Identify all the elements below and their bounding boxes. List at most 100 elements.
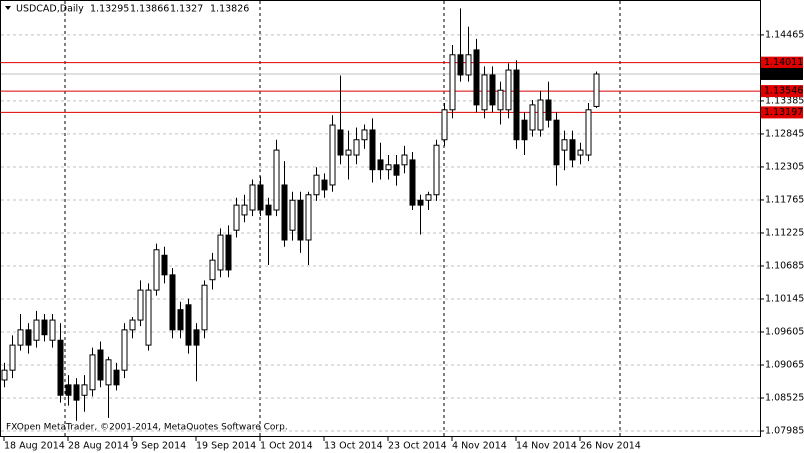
candle-body <box>329 124 336 186</box>
candle-body <box>289 199 296 231</box>
candle-body <box>337 129 344 156</box>
candle-body <box>529 104 536 131</box>
candle-body <box>113 369 120 386</box>
candle-body <box>417 199 424 206</box>
candle-body <box>121 329 128 371</box>
candle-body <box>593 73 600 107</box>
y-tick-label: 1.10685 <box>765 260 804 271</box>
candle-body <box>553 119 560 166</box>
candle-body <box>297 199 304 241</box>
candle-body <box>33 319 40 341</box>
candle-body <box>177 309 184 331</box>
candle-body <box>385 164 392 171</box>
candle-body <box>137 289 144 321</box>
candle-body <box>521 119 528 141</box>
candle-body <box>9 344 16 371</box>
menu-arrow[interactable] <box>5 6 11 10</box>
y-tick-label: 1.07985 <box>765 426 804 437</box>
candle-body <box>241 204 248 216</box>
candle-body <box>401 154 408 166</box>
candle-body <box>89 354 96 391</box>
candle-body <box>73 384 80 401</box>
candle-body <box>97 349 104 381</box>
candle-body <box>169 274 176 331</box>
x-tick-label: 9 Sep 2014 <box>132 441 186 452</box>
y-tick-label: 1.12305 <box>765 161 804 172</box>
candle-body <box>225 234 232 271</box>
candle-body <box>209 259 216 281</box>
candle-body <box>273 149 280 211</box>
candle-body <box>145 289 152 346</box>
candle-body <box>281 184 288 241</box>
candle-body <box>1 369 8 381</box>
chart-title: USDCAD,Daily <box>16 4 84 15</box>
candle-body <box>473 49 480 106</box>
x-tick-label: 4 Nov 2014 <box>452 441 507 452</box>
price-label-box <box>761 106 803 119</box>
x-tick-label: 28 Aug 2014 <box>68 441 129 452</box>
candle-body <box>105 359 112 386</box>
candle-body <box>425 194 432 201</box>
candle-body <box>353 139 360 156</box>
candle-body <box>481 74 488 111</box>
y-tick-label: 1.11225 <box>765 227 804 238</box>
candle-body <box>513 69 520 141</box>
candle-body <box>257 184 264 211</box>
price-label-box <box>761 67 803 80</box>
candle-body <box>305 194 312 241</box>
ohlc-open: 1.13295 <box>90 4 129 15</box>
candle-body <box>193 329 200 346</box>
price-label-box <box>761 85 803 98</box>
footer: FXOpen MetaTrader, ©2001-2014, MetaQuote… <box>6 423 288 433</box>
candle-body <box>233 204 240 231</box>
candle-body <box>561 139 568 151</box>
candle-body <box>433 144 440 196</box>
candle-body <box>497 89 504 111</box>
candle-body <box>409 159 416 206</box>
y-tick-label: 1.14465 <box>765 29 804 40</box>
candle-body <box>577 149 584 156</box>
candle-body <box>217 234 224 271</box>
ohlc-low: 1.1327 <box>170 4 203 15</box>
y-tick-label: 1.13385 <box>765 95 804 106</box>
ohlc-close: 1.13826 <box>210 4 249 15</box>
candle-body <box>345 149 352 156</box>
candle-body <box>161 254 168 276</box>
price-label-box <box>761 56 803 69</box>
candle-body <box>129 319 136 331</box>
candle-body <box>585 109 592 156</box>
y-tick-label: 1.08525 <box>765 393 804 404</box>
plot <box>1 8 760 432</box>
candle-body <box>49 319 56 341</box>
x-tick-label: 19 Sep 2014 <box>196 441 256 452</box>
price-label: 1.13197 <box>764 107 803 118</box>
candle-body <box>153 249 160 291</box>
x-tick-label: 1 Oct 2014 <box>260 441 313 452</box>
x-tick-label: 13 Oct 2014 <box>324 441 383 452</box>
candle-body <box>313 174 320 196</box>
candle-body <box>457 54 464 76</box>
price-label: 1.13826 <box>764 68 803 79</box>
candle-body <box>265 204 272 216</box>
x-tick-label: 14 Nov 2014 <box>516 441 577 452</box>
candle-body <box>505 69 512 111</box>
candle-body <box>441 109 448 141</box>
candle-body <box>65 384 72 396</box>
candle-body <box>393 164 400 176</box>
candle-body <box>465 54 472 76</box>
candle-body <box>81 384 88 396</box>
candle-body <box>537 99 544 131</box>
candle-body <box>25 329 32 346</box>
candle-body <box>569 139 576 161</box>
candle-body <box>201 284 208 331</box>
candle-body <box>489 74 496 106</box>
candle-body <box>41 319 48 336</box>
x-tick-label: 23 Oct 2014 <box>388 441 447 452</box>
y-tick-label: 1.11765 <box>765 194 804 205</box>
y-tick-label: 1.09605 <box>765 326 804 337</box>
candle-body <box>361 129 368 141</box>
candle-body <box>449 54 456 111</box>
ohlc-high: 1.13866 <box>130 4 169 15</box>
candle-body <box>185 304 192 346</box>
